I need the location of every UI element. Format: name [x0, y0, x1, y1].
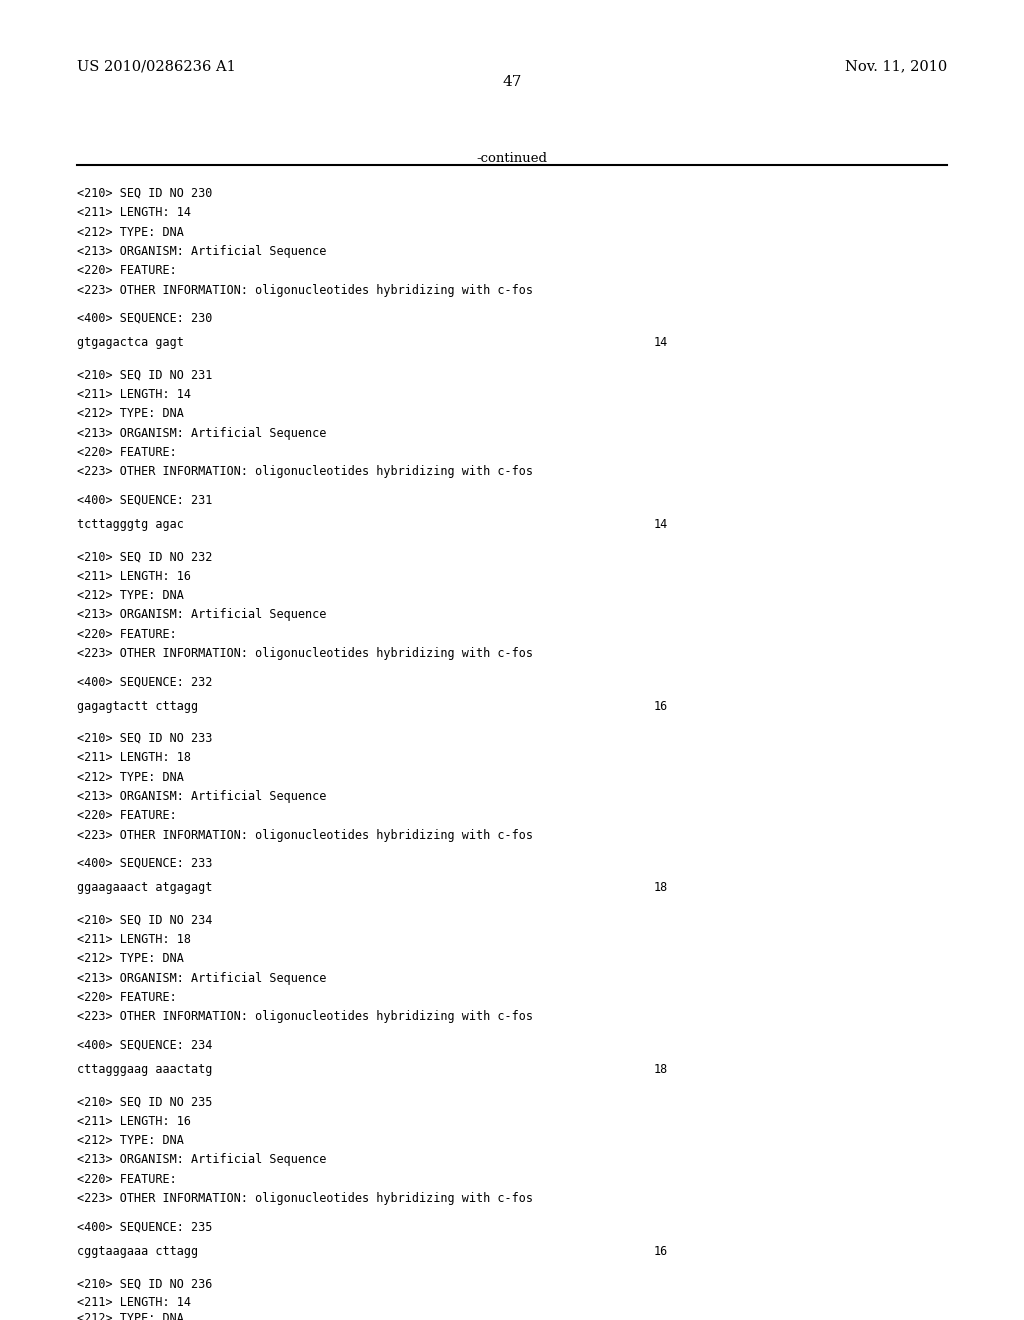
Text: <213> ORGANISM: Artificial Sequence: <213> ORGANISM: Artificial Sequence: [77, 426, 327, 440]
Text: <223> OTHER INFORMATION: oligonucleotides hybridizing with c-fos: <223> OTHER INFORMATION: oligonucleotide…: [77, 465, 532, 478]
Text: <220> FEATURE:: <220> FEATURE:: [77, 264, 176, 277]
Text: <400> SEQUENCE: 230: <400> SEQUENCE: 230: [77, 312, 212, 325]
Text: <212> TYPE: DNA: <212> TYPE: DNA: [77, 952, 183, 965]
Text: <223> OTHER INFORMATION: oligonucleotides hybridizing with c-fos: <223> OTHER INFORMATION: oligonucleotide…: [77, 1192, 532, 1205]
Text: <400> SEQUENCE: 231: <400> SEQUENCE: 231: [77, 494, 212, 507]
Text: 16: 16: [653, 1245, 668, 1258]
Text: gtgagactca gagt: gtgagactca gagt: [77, 337, 183, 350]
Text: <213> ORGANISM: Artificial Sequence: <213> ORGANISM: Artificial Sequence: [77, 789, 327, 803]
Text: cggtaagaaa cttagg: cggtaagaaa cttagg: [77, 1245, 198, 1258]
Text: <211> LENGTH: 16: <211> LENGTH: 16: [77, 1114, 190, 1127]
Text: <223> OTHER INFORMATION: oligonucleotides hybridizing with c-fos: <223> OTHER INFORMATION: oligonucleotide…: [77, 829, 532, 842]
Text: <212> TYPE: DNA: <212> TYPE: DNA: [77, 771, 183, 784]
Text: 16: 16: [653, 700, 668, 713]
Text: <211> LENGTH: 14: <211> LENGTH: 14: [77, 206, 190, 219]
Text: <212> TYPE: DNA: <212> TYPE: DNA: [77, 1312, 183, 1320]
Text: <223> OTHER INFORMATION: oligonucleotides hybridizing with c-fos: <223> OTHER INFORMATION: oligonucleotide…: [77, 647, 532, 660]
Text: <211> LENGTH: 14: <211> LENGTH: 14: [77, 1296, 190, 1309]
Text: <210> SEQ ID NO 235: <210> SEQ ID NO 235: [77, 1096, 212, 1109]
Text: Nov. 11, 2010: Nov. 11, 2010: [845, 59, 947, 74]
Text: <220> FEATURE:: <220> FEATURE:: [77, 809, 176, 822]
Text: <211> LENGTH: 18: <211> LENGTH: 18: [77, 751, 190, 764]
Text: <210> SEQ ID NO 236: <210> SEQ ID NO 236: [77, 1278, 212, 1290]
Text: <213> ORGANISM: Artificial Sequence: <213> ORGANISM: Artificial Sequence: [77, 1154, 327, 1167]
Text: <210> SEQ ID NO 233: <210> SEQ ID NO 233: [77, 733, 212, 744]
Text: <212> TYPE: DNA: <212> TYPE: DNA: [77, 408, 183, 420]
Text: 18: 18: [653, 1063, 668, 1076]
Text: 18: 18: [653, 882, 668, 895]
Text: <211> LENGTH: 16: <211> LENGTH: 16: [77, 570, 190, 582]
Text: <212> TYPE: DNA: <212> TYPE: DNA: [77, 226, 183, 239]
Text: tcttagggtg agac: tcttagggtg agac: [77, 517, 183, 531]
Text: <213> ORGANISM: Artificial Sequence: <213> ORGANISM: Artificial Sequence: [77, 972, 327, 985]
Text: cttagggaag aaactatg: cttagggaag aaactatg: [77, 1063, 212, 1076]
Text: <212> TYPE: DNA: <212> TYPE: DNA: [77, 589, 183, 602]
Text: <220> FEATURE:: <220> FEATURE:: [77, 446, 176, 459]
Text: <220> FEATURE:: <220> FEATURE:: [77, 627, 176, 640]
Text: US 2010/0286236 A1: US 2010/0286236 A1: [77, 59, 236, 74]
Text: <400> SEQUENCE: 233: <400> SEQUENCE: 233: [77, 857, 212, 870]
Text: <210> SEQ ID NO 231: <210> SEQ ID NO 231: [77, 368, 212, 381]
Text: <223> OTHER INFORMATION: oligonucleotides hybridizing with c-fos: <223> OTHER INFORMATION: oligonucleotide…: [77, 284, 532, 297]
Text: <210> SEQ ID NO 232: <210> SEQ ID NO 232: [77, 550, 212, 564]
Text: <210> SEQ ID NO 230: <210> SEQ ID NO 230: [77, 187, 212, 199]
Text: <213> ORGANISM: Artificial Sequence: <213> ORGANISM: Artificial Sequence: [77, 244, 327, 257]
Text: 47: 47: [503, 75, 521, 88]
Text: gagagtactt cttagg: gagagtactt cttagg: [77, 700, 198, 713]
Text: <211> LENGTH: 18: <211> LENGTH: 18: [77, 933, 190, 946]
Text: 14: 14: [653, 337, 668, 350]
Text: <220> FEATURE:: <220> FEATURE:: [77, 1172, 176, 1185]
Text: <211> LENGTH: 14: <211> LENGTH: 14: [77, 388, 190, 401]
Text: 14: 14: [653, 517, 668, 531]
Text: <212> TYPE: DNA: <212> TYPE: DNA: [77, 1134, 183, 1147]
Text: <223> OTHER INFORMATION: oligonucleotides hybridizing with c-fos: <223> OTHER INFORMATION: oligonucleotide…: [77, 1010, 532, 1023]
Text: <400> SEQUENCE: 234: <400> SEQUENCE: 234: [77, 1039, 212, 1052]
Text: <210> SEQ ID NO 234: <210> SEQ ID NO 234: [77, 913, 212, 927]
Text: <220> FEATURE:: <220> FEATURE:: [77, 991, 176, 1005]
Text: <213> ORGANISM: Artificial Sequence: <213> ORGANISM: Artificial Sequence: [77, 609, 327, 622]
Text: <400> SEQUENCE: 235: <400> SEQUENCE: 235: [77, 1221, 212, 1233]
Text: -continued: -continued: [476, 152, 548, 165]
Text: <400> SEQUENCE: 232: <400> SEQUENCE: 232: [77, 676, 212, 688]
Text: ggaagaaact atgagagt: ggaagaaact atgagagt: [77, 882, 212, 895]
